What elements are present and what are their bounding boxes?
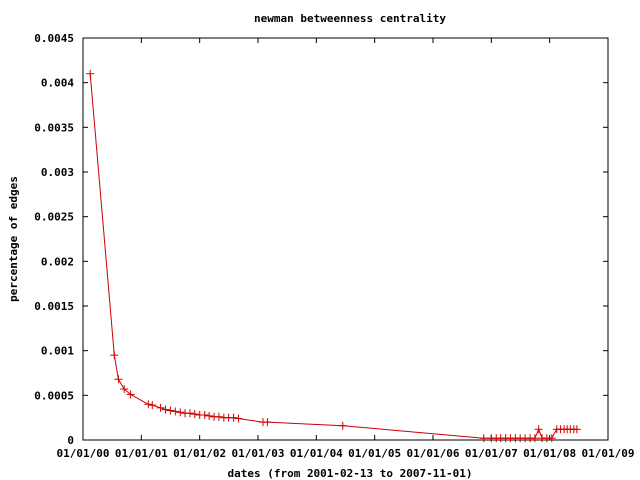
data-point xyxy=(338,421,347,430)
data-point xyxy=(530,434,539,443)
x-tick-label: 01/01/02 xyxy=(173,447,226,460)
x-axis-label: dates (from 2001-02-13 to 2007-11-01) xyxy=(227,467,472,480)
axes: 0 0.0005 0.001 0.0015 0.002 0.0025 0.003 0.0035… xyxy=(34,32,634,460)
data-point xyxy=(214,412,223,421)
data-point xyxy=(534,425,543,434)
data-point xyxy=(126,390,135,399)
plot-frame xyxy=(82,37,609,441)
data-point xyxy=(166,406,175,415)
series-markers xyxy=(86,69,581,443)
x-tick-label: 01/01/08 xyxy=(523,447,576,460)
y-tick-label: 0.004 xyxy=(41,77,74,90)
data-point xyxy=(263,418,272,427)
data-point xyxy=(156,403,165,412)
series-line xyxy=(89,73,577,439)
data-point xyxy=(200,410,209,419)
data-point xyxy=(190,410,199,419)
y-tick-label: 0.0035 xyxy=(34,121,74,134)
data-point xyxy=(205,411,214,420)
data-point xyxy=(114,375,123,384)
x-tick-label: 01/01/04 xyxy=(290,447,343,460)
x-tick-label: 01/01/01 xyxy=(115,447,168,460)
x-tick-label: 01/01/07 xyxy=(465,447,518,460)
data-point xyxy=(229,413,238,422)
data-point xyxy=(572,425,581,434)
data-point xyxy=(234,414,243,423)
data-point xyxy=(120,385,129,394)
data-point xyxy=(148,401,157,410)
data-point xyxy=(86,69,95,78)
x-tick-label: 01/01/03 xyxy=(232,447,285,460)
x-tick-label: 01/01/06 xyxy=(407,447,460,460)
y-tick-label: 0.001 xyxy=(41,345,74,358)
y-tick-label: 0.0015 xyxy=(34,300,74,313)
x-tick-label: 01/01/05 xyxy=(348,447,401,460)
data-point xyxy=(144,400,153,409)
y-axis-label: percentage of edges xyxy=(7,176,20,302)
x-tick-label: 01/01/09 xyxy=(582,447,635,460)
y-tick-label: 0.003 xyxy=(41,166,74,179)
data-point xyxy=(547,434,556,443)
data-point xyxy=(479,434,488,443)
data-point xyxy=(176,408,185,417)
chart-title: newman betweenness centrality xyxy=(254,12,446,25)
data-point xyxy=(185,409,194,418)
y-tick-label: 0.002 xyxy=(41,255,74,268)
y-tick-label: 0.0045 xyxy=(34,32,74,45)
data-point xyxy=(171,407,180,416)
x-tick-label: 01/01/00 xyxy=(57,447,110,460)
data-point xyxy=(110,351,119,360)
data-point xyxy=(161,405,170,414)
y-tick-label: 0.0005 xyxy=(34,389,74,402)
y-tick-label: 0 xyxy=(67,434,74,447)
y-tick-label: 0.0025 xyxy=(34,211,74,224)
